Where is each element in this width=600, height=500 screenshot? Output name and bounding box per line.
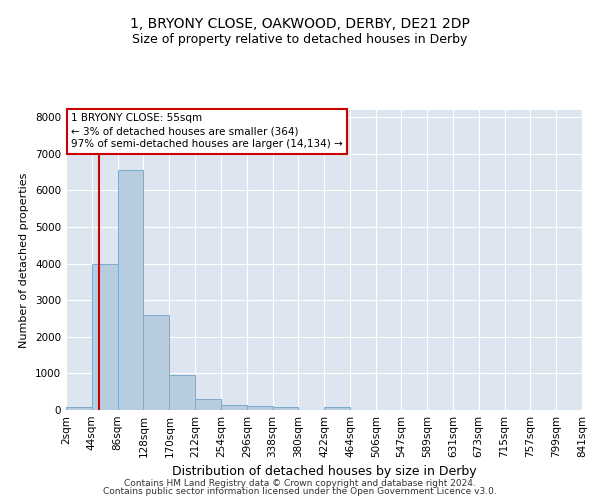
Bar [143,315,169,410]
Y-axis label: Number of detached properties: Number of detached properties [19,172,29,348]
Text: Contains HM Land Registry data © Crown copyright and database right 2024.: Contains HM Land Registry data © Crown c… [124,478,476,488]
Bar [92,264,118,410]
Text: 1, BRYONY CLOSE, OAKWOOD, DERBY, DE21 2DP: 1, BRYONY CLOSE, OAKWOOD, DERBY, DE21 2D… [130,18,470,32]
Bar [66,408,92,410]
Bar [169,375,195,410]
Bar [272,408,298,410]
Text: Contains public sector information licensed under the Open Government Licence v3: Contains public sector information licen… [103,487,497,496]
Bar [195,398,221,410]
X-axis label: Distribution of detached houses by size in Derby: Distribution of detached houses by size … [172,466,476,478]
Text: 1 BRYONY CLOSE: 55sqm
← 3% of detached houses are smaller (364)
97% of semi-deta: 1 BRYONY CLOSE: 55sqm ← 3% of detached h… [71,113,343,150]
Bar [325,408,350,410]
Bar [247,406,272,410]
Text: Size of property relative to detached houses in Derby: Size of property relative to detached ho… [133,32,467,46]
Bar [221,405,247,410]
Bar [118,170,143,410]
